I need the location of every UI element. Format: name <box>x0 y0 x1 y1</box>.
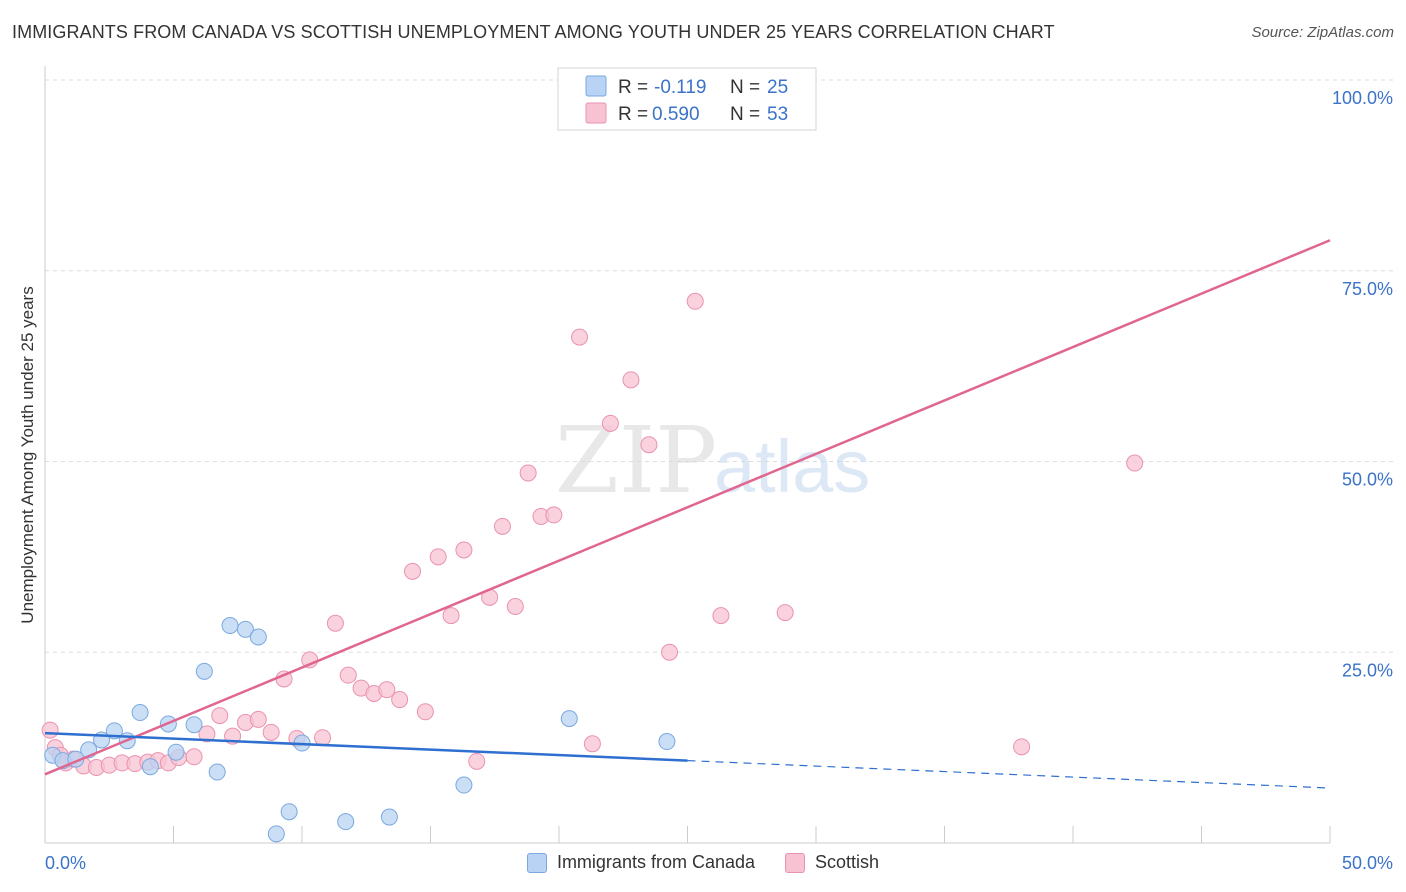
legend-swatch-canada <box>526 852 547 873</box>
legend-swatch-scottish <box>785 852 806 873</box>
y-tick-label: 75.0% <box>1342 279 1393 299</box>
canada-point <box>236 620 254 638</box>
scottish-point <box>712 607 730 625</box>
scottish-point <box>404 562 422 580</box>
legend-r-label-2: R = <box>618 104 648 125</box>
source-credit: Source: ZipAtlas.com <box>1251 24 1394 41</box>
scottish-point <box>1126 454 1144 472</box>
scottish-point <box>506 597 524 615</box>
x-tick-label-max: 50.0% <box>1342 853 1393 873</box>
scottish-trend-line <box>44 239 1331 776</box>
scottish-point <box>661 643 679 661</box>
legend-swatch-pink <box>585 102 607 124</box>
series-legend: Immigrants from Canada Scottish <box>0 852 1406 873</box>
scottish-point <box>468 752 486 770</box>
legend-r-label-1: R = <box>618 77 648 98</box>
canada-trend-line-dashed <box>687 759 1331 789</box>
canada-point <box>131 704 149 722</box>
canada-point <box>380 808 398 826</box>
y-axis-label: Unemployment Among Youth under 25 years <box>18 286 37 624</box>
watermark-zip: ZIP <box>555 407 717 514</box>
legend-r-value-1: -0.119 <box>654 77 706 98</box>
canada-point <box>658 733 676 751</box>
scottish-point <box>211 707 229 725</box>
scottish-point <box>249 710 267 728</box>
scottish-point <box>185 748 203 766</box>
scottish-point <box>1013 738 1031 756</box>
scottish-point <box>776 604 794 622</box>
scottish-point <box>545 506 563 524</box>
scottish-point <box>640 436 658 454</box>
legend-item-scottish: Scottish <box>785 852 879 873</box>
legend-swatch-blue <box>585 75 607 97</box>
y-tick-label: 25.0% <box>1342 660 1393 680</box>
y-tick-label: 100.0% <box>1332 88 1393 108</box>
legend-n-label-2: N = <box>730 104 760 125</box>
canada-point <box>455 776 473 794</box>
watermark: ZIP atlas <box>555 407 870 514</box>
legend-item-canada: Immigrants from Canada <box>526 852 756 873</box>
scottish-point <box>686 292 704 310</box>
scottish-point <box>339 666 357 684</box>
grid-layer <box>45 79 1395 653</box>
scottish-point <box>519 464 537 482</box>
scottish-point <box>583 735 601 753</box>
legend-box: R = -0.119 N = 25 R = 0.590 N = 53 <box>557 67 817 131</box>
legend-n-label-1: N = <box>730 77 760 98</box>
canada-point <box>208 763 226 781</box>
scottish-point <box>326 614 344 632</box>
scottish-point <box>198 725 216 743</box>
watermark-atlas: atlas <box>714 425 870 508</box>
canada-point <box>249 628 267 646</box>
canada-point <box>560 710 578 728</box>
legend-n-value-2: 53 <box>767 104 788 125</box>
scottish-point <box>571 328 589 346</box>
axis-layer: 25.0% 50.0% 75.0% 100.0% 0.0% 50.0% <box>44 66 1393 873</box>
x-tick-label-min: 0.0% <box>45 853 86 873</box>
legend-r-value-2: 0.590 <box>652 104 700 125</box>
canada-point <box>141 758 159 776</box>
scottish-point <box>622 371 640 389</box>
scottish-point <box>442 607 460 625</box>
points-layer <box>41 71 1144 843</box>
scottish-point <box>378 681 396 699</box>
chart-title: IMMIGRANTS FROM CANADA VS SCOTTISH UNEMP… <box>12 22 1055 42</box>
canada-point <box>195 662 213 680</box>
canada-point <box>337 813 355 831</box>
trend-layer <box>44 239 1331 789</box>
legend-n-value-1: 25 <box>767 77 788 98</box>
scottish-point <box>493 517 511 535</box>
y-tick-label: 50.0% <box>1342 470 1393 490</box>
scottish-point <box>601 414 619 432</box>
legend-label-canada: Immigrants from Canada <box>556 852 756 872</box>
scottish-point <box>391 691 409 709</box>
canada-point <box>221 617 239 635</box>
scottish-point <box>455 541 473 559</box>
scottish-point <box>429 548 447 566</box>
canada-point <box>185 716 203 734</box>
canada-trend-line <box>44 731 688 762</box>
scottish-point <box>41 721 59 739</box>
scottish-point <box>416 703 434 721</box>
legend-label-scottish: Scottish <box>815 852 880 872</box>
scottish-point <box>314 729 332 747</box>
canada-point <box>267 825 285 843</box>
scottish-point <box>262 723 280 741</box>
canada-point <box>280 803 298 821</box>
canada-point <box>167 743 185 761</box>
